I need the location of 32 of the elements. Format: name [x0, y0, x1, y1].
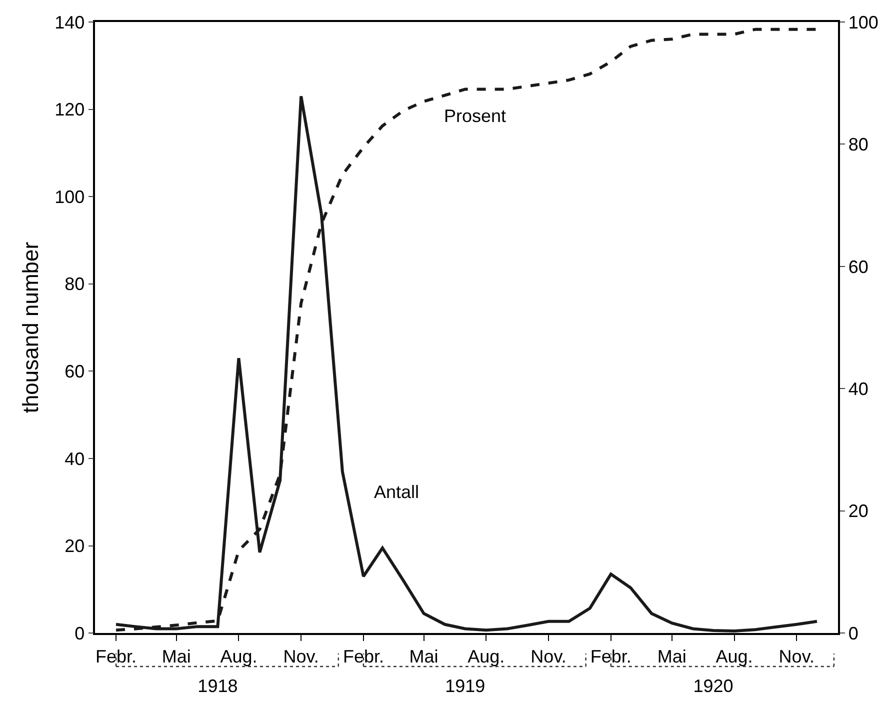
- y-tick-label: 100: [54, 186, 85, 207]
- x-tick-label: Mai: [657, 646, 686, 666]
- y-tick-label: 80: [64, 274, 85, 294]
- x2-tick-label: 1919: [445, 676, 486, 696]
- x2-tick-label: 1918: [198, 676, 238, 696]
- series-label: Prosent: [444, 106, 506, 126]
- y-tick-label: 20: [64, 536, 85, 556]
- x-tick-label: Aug.: [220, 646, 258, 666]
- y-tick-label: 0: [74, 623, 85, 644]
- x-tick-label: Nov.: [283, 646, 319, 666]
- y2-tick-label: 40: [848, 378, 868, 399]
- y-axis-title: thousand number: [18, 242, 43, 414]
- y-tick-label: 40: [64, 448, 85, 469]
- y2-tick-label: 60: [848, 256, 868, 277]
- x-tick-label: Aug.: [468, 646, 505, 666]
- x-tick-label: Febr.: [342, 646, 384, 666]
- y2-tick-label: 20: [848, 501, 868, 522]
- y-tick-label: 140: [54, 12, 85, 32]
- series-label: Antall: [374, 482, 420, 502]
- y2-tick-label: 100: [848, 12, 878, 32]
- x-tick-label: Febr.: [96, 646, 137, 666]
- y-tick-label: 60: [64, 362, 85, 382]
- x2-tick-label: 1920: [693, 676, 734, 696]
- x-tick-label: Mai: [162, 646, 191, 666]
- y2-tick-label: 80: [848, 134, 868, 155]
- x-tick-label: Febr.: [590, 646, 632, 666]
- x-tick-label: Nov.: [778, 646, 814, 666]
- x-tick-label: Nov.: [530, 646, 566, 666]
- y-tick-label: 120: [54, 100, 85, 120]
- x-tick-label: Mai: [409, 646, 438, 666]
- x-tick-label: Aug.: [716, 646, 753, 666]
- y2-tick-label: 0: [848, 623, 858, 644]
